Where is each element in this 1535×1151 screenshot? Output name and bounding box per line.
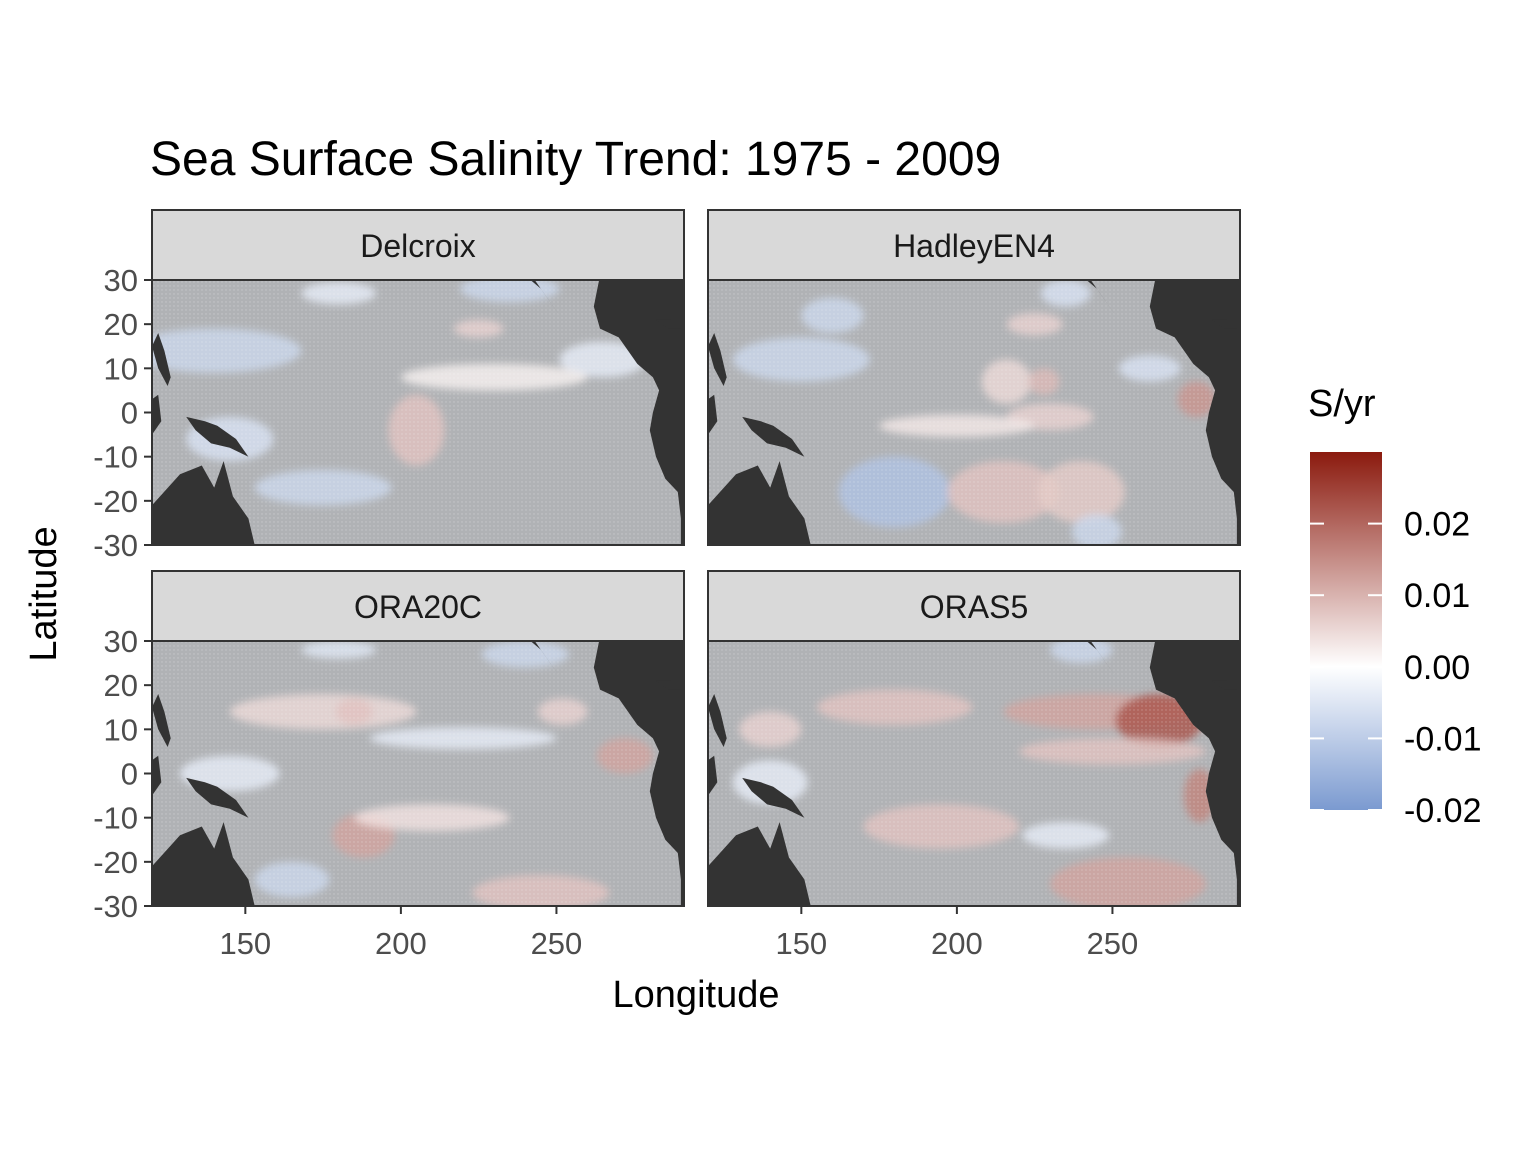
x-axis-label: Longitude xyxy=(613,974,780,1016)
y-tick-label: -10 xyxy=(93,801,138,836)
panel-ora20c: ORA20C 30 20 10 0 -10 -20 -30 150 200 250 xyxy=(93,570,685,961)
legend-colorbar xyxy=(1310,452,1382,810)
y-tick-label: 30 xyxy=(104,263,138,298)
legend-ticks: 0.02 0.01 0.00 -0.01 -0.02 xyxy=(1310,506,1482,830)
land-mass xyxy=(1149,641,1240,906)
land-mass xyxy=(152,394,162,435)
facet-strip xyxy=(707,570,1241,642)
x-tick-label: 200 xyxy=(931,926,983,961)
land-mass xyxy=(152,461,255,545)
land-mass xyxy=(186,416,249,457)
y-tick-label: -10 xyxy=(93,440,138,475)
legend-tick-label: 0.00 xyxy=(1404,649,1470,687)
land-mass xyxy=(152,755,162,796)
facet-panels: Delcroix 30 20 10 0 -10 -20 -30 HadleyEN4 ORA20C 3… xyxy=(93,209,1241,961)
legend-title: S/yr xyxy=(1308,383,1376,425)
panel-oras5: ORAS5 150 200 250 xyxy=(707,570,1241,961)
y-tick-label: -20 xyxy=(93,484,138,519)
y-tick-label: 30 xyxy=(104,624,138,659)
x-tick-label: 250 xyxy=(1087,926,1139,961)
y-tick-label: -20 xyxy=(93,845,138,880)
x-tick-label: 150 xyxy=(219,926,271,961)
y-tick-label: 0 xyxy=(121,757,138,792)
land-mass xyxy=(1212,319,1237,329)
land-mass xyxy=(593,280,684,545)
y-tick-label: -30 xyxy=(93,889,138,924)
land-mass xyxy=(1212,680,1237,690)
x-tick-label: 200 xyxy=(375,926,427,961)
panel-hadleyen4: HadleyEN4 xyxy=(707,209,1241,546)
legend: S/yr 0.02 0.01 0.00 -0.01 -0.02 xyxy=(1308,383,1482,830)
legend-tick-label: 0.01 xyxy=(1404,577,1470,615)
chart-title: Sea Surface Salinity Trend: 1975 - 2009 xyxy=(150,133,1001,186)
land-mass xyxy=(186,777,249,818)
y-tick-label: 10 xyxy=(104,351,138,386)
facet-strip xyxy=(151,570,685,642)
y-tick-label: 10 xyxy=(104,712,138,747)
y-axis-label: Latitude xyxy=(23,526,65,661)
legend-tick-label: 0.02 xyxy=(1404,506,1470,544)
x-tick-label: 250 xyxy=(531,926,583,961)
x-tick-label: 150 xyxy=(775,926,827,961)
land-mass xyxy=(742,777,805,818)
y-tick-label: -30 xyxy=(93,528,138,563)
legend-tick-label: -0.01 xyxy=(1404,720,1482,758)
facet-strip xyxy=(151,209,685,281)
land-mass xyxy=(708,822,811,906)
land-mass xyxy=(742,416,805,457)
facet-label: ORA20C xyxy=(354,589,482,625)
land-mass xyxy=(708,333,727,386)
y-tick-label: 0 xyxy=(121,396,138,431)
land-mass xyxy=(708,755,718,796)
facet-label: HadleyEN4 xyxy=(893,228,1055,264)
land-mass xyxy=(1149,280,1240,545)
land-mass xyxy=(708,694,727,747)
land-mass xyxy=(656,319,681,329)
facet-label: Delcroix xyxy=(360,228,476,264)
land-mass xyxy=(708,461,811,545)
panel-delcroix: Delcroix 30 20 10 0 -10 -20 -30 xyxy=(93,209,685,563)
land-mass xyxy=(152,822,255,906)
land-mass xyxy=(593,641,684,906)
land-mass xyxy=(152,333,171,386)
y-tick-label: 20 xyxy=(104,307,138,342)
land-mass xyxy=(708,394,718,435)
land-mass xyxy=(152,694,171,747)
y-tick-label: 20 xyxy=(104,668,138,703)
land-mass xyxy=(656,680,681,690)
facet-label: ORAS5 xyxy=(920,589,1028,625)
legend-tick-label: -0.02 xyxy=(1404,792,1482,830)
facet-strip xyxy=(707,209,1241,281)
